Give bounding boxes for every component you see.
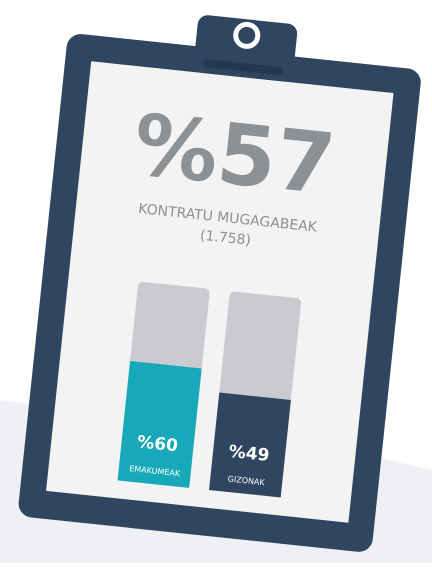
clipboard: %57 KONTRATU MUGAGABEAK (1.758) %60EMAKU… bbox=[17, 1, 425, 553]
chart: %57 KONTRATU MUGAGABEAK (1.758) %60EMAKU… bbox=[0, 0, 432, 563]
value-label: %60 bbox=[136, 432, 179, 456]
headline: %57 bbox=[129, 95, 339, 213]
value-label: %49 bbox=[228, 442, 271, 466]
page: %57 KONTRATU MUGAGABEAK (1.758) %60EMAKU… bbox=[0, 0, 432, 563]
